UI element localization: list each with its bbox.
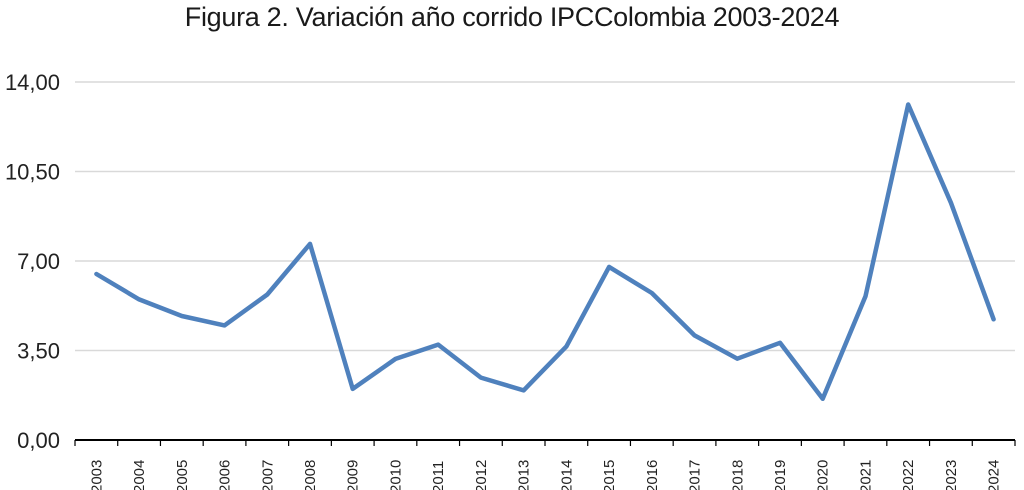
x-tick-label: 2020: [815, 460, 832, 490]
x-tick-label: 2024: [986, 460, 1003, 490]
x-tick-label: 2016: [644, 460, 661, 490]
x-tick-label: 2005: [174, 460, 191, 490]
x-tick-label: 2010: [387, 460, 404, 490]
x-tick-label: 2011: [430, 461, 447, 490]
x-tick-label: 2023: [943, 460, 960, 490]
x-tick-label: 2007: [259, 460, 276, 490]
x-tick-label: 2015: [601, 460, 618, 490]
x-tick-label: 2009: [345, 460, 362, 490]
x-tick-label: 2017: [687, 460, 704, 490]
x-tick-label: 2018: [729, 460, 746, 490]
x-tick-label: 2012: [473, 460, 490, 490]
series-layer: [94, 102, 996, 402]
y-tick-label: 10,50: [5, 160, 60, 185]
chart-title: Figura 2. Variación año corrido IPCColom…: [184, 2, 840, 32]
x-tick-label: 2021: [857, 460, 874, 490]
y-tick-label: 0,00: [17, 428, 60, 453]
x-tick-label: 2003: [88, 460, 105, 490]
axes: [74, 439, 1016, 446]
x-tick-label: 2008: [302, 460, 319, 490]
x-tick-label: 2004: [131, 460, 148, 490]
x-tick-label: 2019: [772, 460, 789, 490]
x-tick-label: 2014: [558, 460, 575, 490]
gridlines: [75, 81, 1015, 352]
x-tick-label: 2006: [217, 460, 234, 490]
y-tick-label: 14,00: [5, 70, 60, 95]
series-line: [94, 102, 996, 402]
tick-labels: 0,00 3,50 7,00 10,50 14,00 2003 2004 2005 2006 20…: [5, 70, 1003, 490]
x-tick-label: 2013: [516, 460, 533, 490]
y-tick-label: 3,50: [17, 339, 60, 364]
x-tick-label: 2022: [900, 460, 917, 490]
y-tick-label: 7,00: [17, 249, 60, 274]
